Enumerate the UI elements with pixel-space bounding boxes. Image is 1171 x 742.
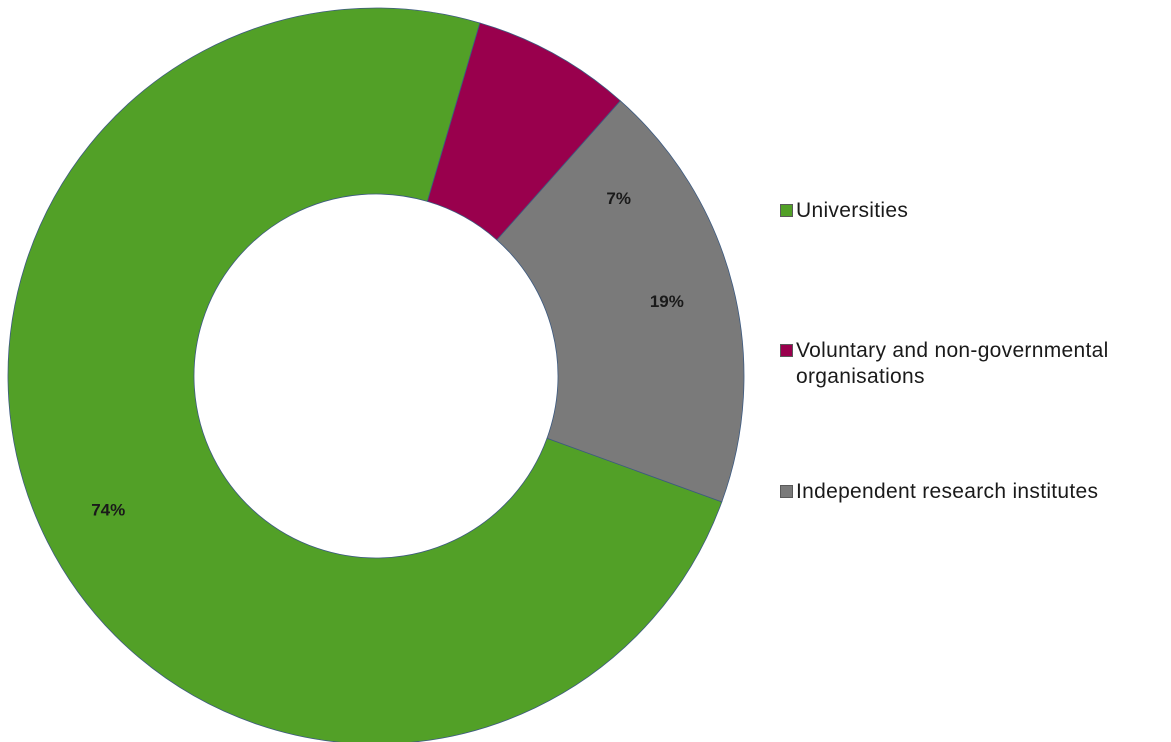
legend-swatch-voluntary — [780, 344, 793, 357]
legend-label-universities: Universities — [796, 198, 908, 224]
legend-label-voluntary: Voluntary and non-governmental organisat… — [796, 338, 1109, 390]
legend-label-universities-text: Universities — [796, 199, 909, 222]
donut-slices — [7, 7, 745, 742]
legend-swatch-independent — [780, 485, 793, 498]
legend-label-independent-text: Independent research institutes — [796, 480, 1099, 503]
slice-independent — [496, 100, 745, 503]
legend-item-universities: Universities — [780, 198, 908, 224]
legend-swatch-universities — [780, 204, 793, 217]
legend-label-independent: Independent research institutes — [796, 479, 1098, 505]
slice-labels: 74% 7% 19% — [91, 189, 684, 520]
slice-label-voluntary: 7% — [606, 189, 631, 208]
slice-label-independent: 19% — [650, 292, 684, 311]
legend-label-voluntary-line1: Voluntary and non-governmental — [796, 339, 1109, 362]
slice-label-universities: 74% — [91, 501, 125, 520]
legend-item-voluntary: Voluntary and non-governmental organisat… — [780, 338, 1109, 390]
legend-item-independent: Independent research institutes — [780, 479, 1098, 505]
legend-label-voluntary-line2: organisations — [796, 365, 925, 388]
slice-universities — [7, 7, 723, 742]
